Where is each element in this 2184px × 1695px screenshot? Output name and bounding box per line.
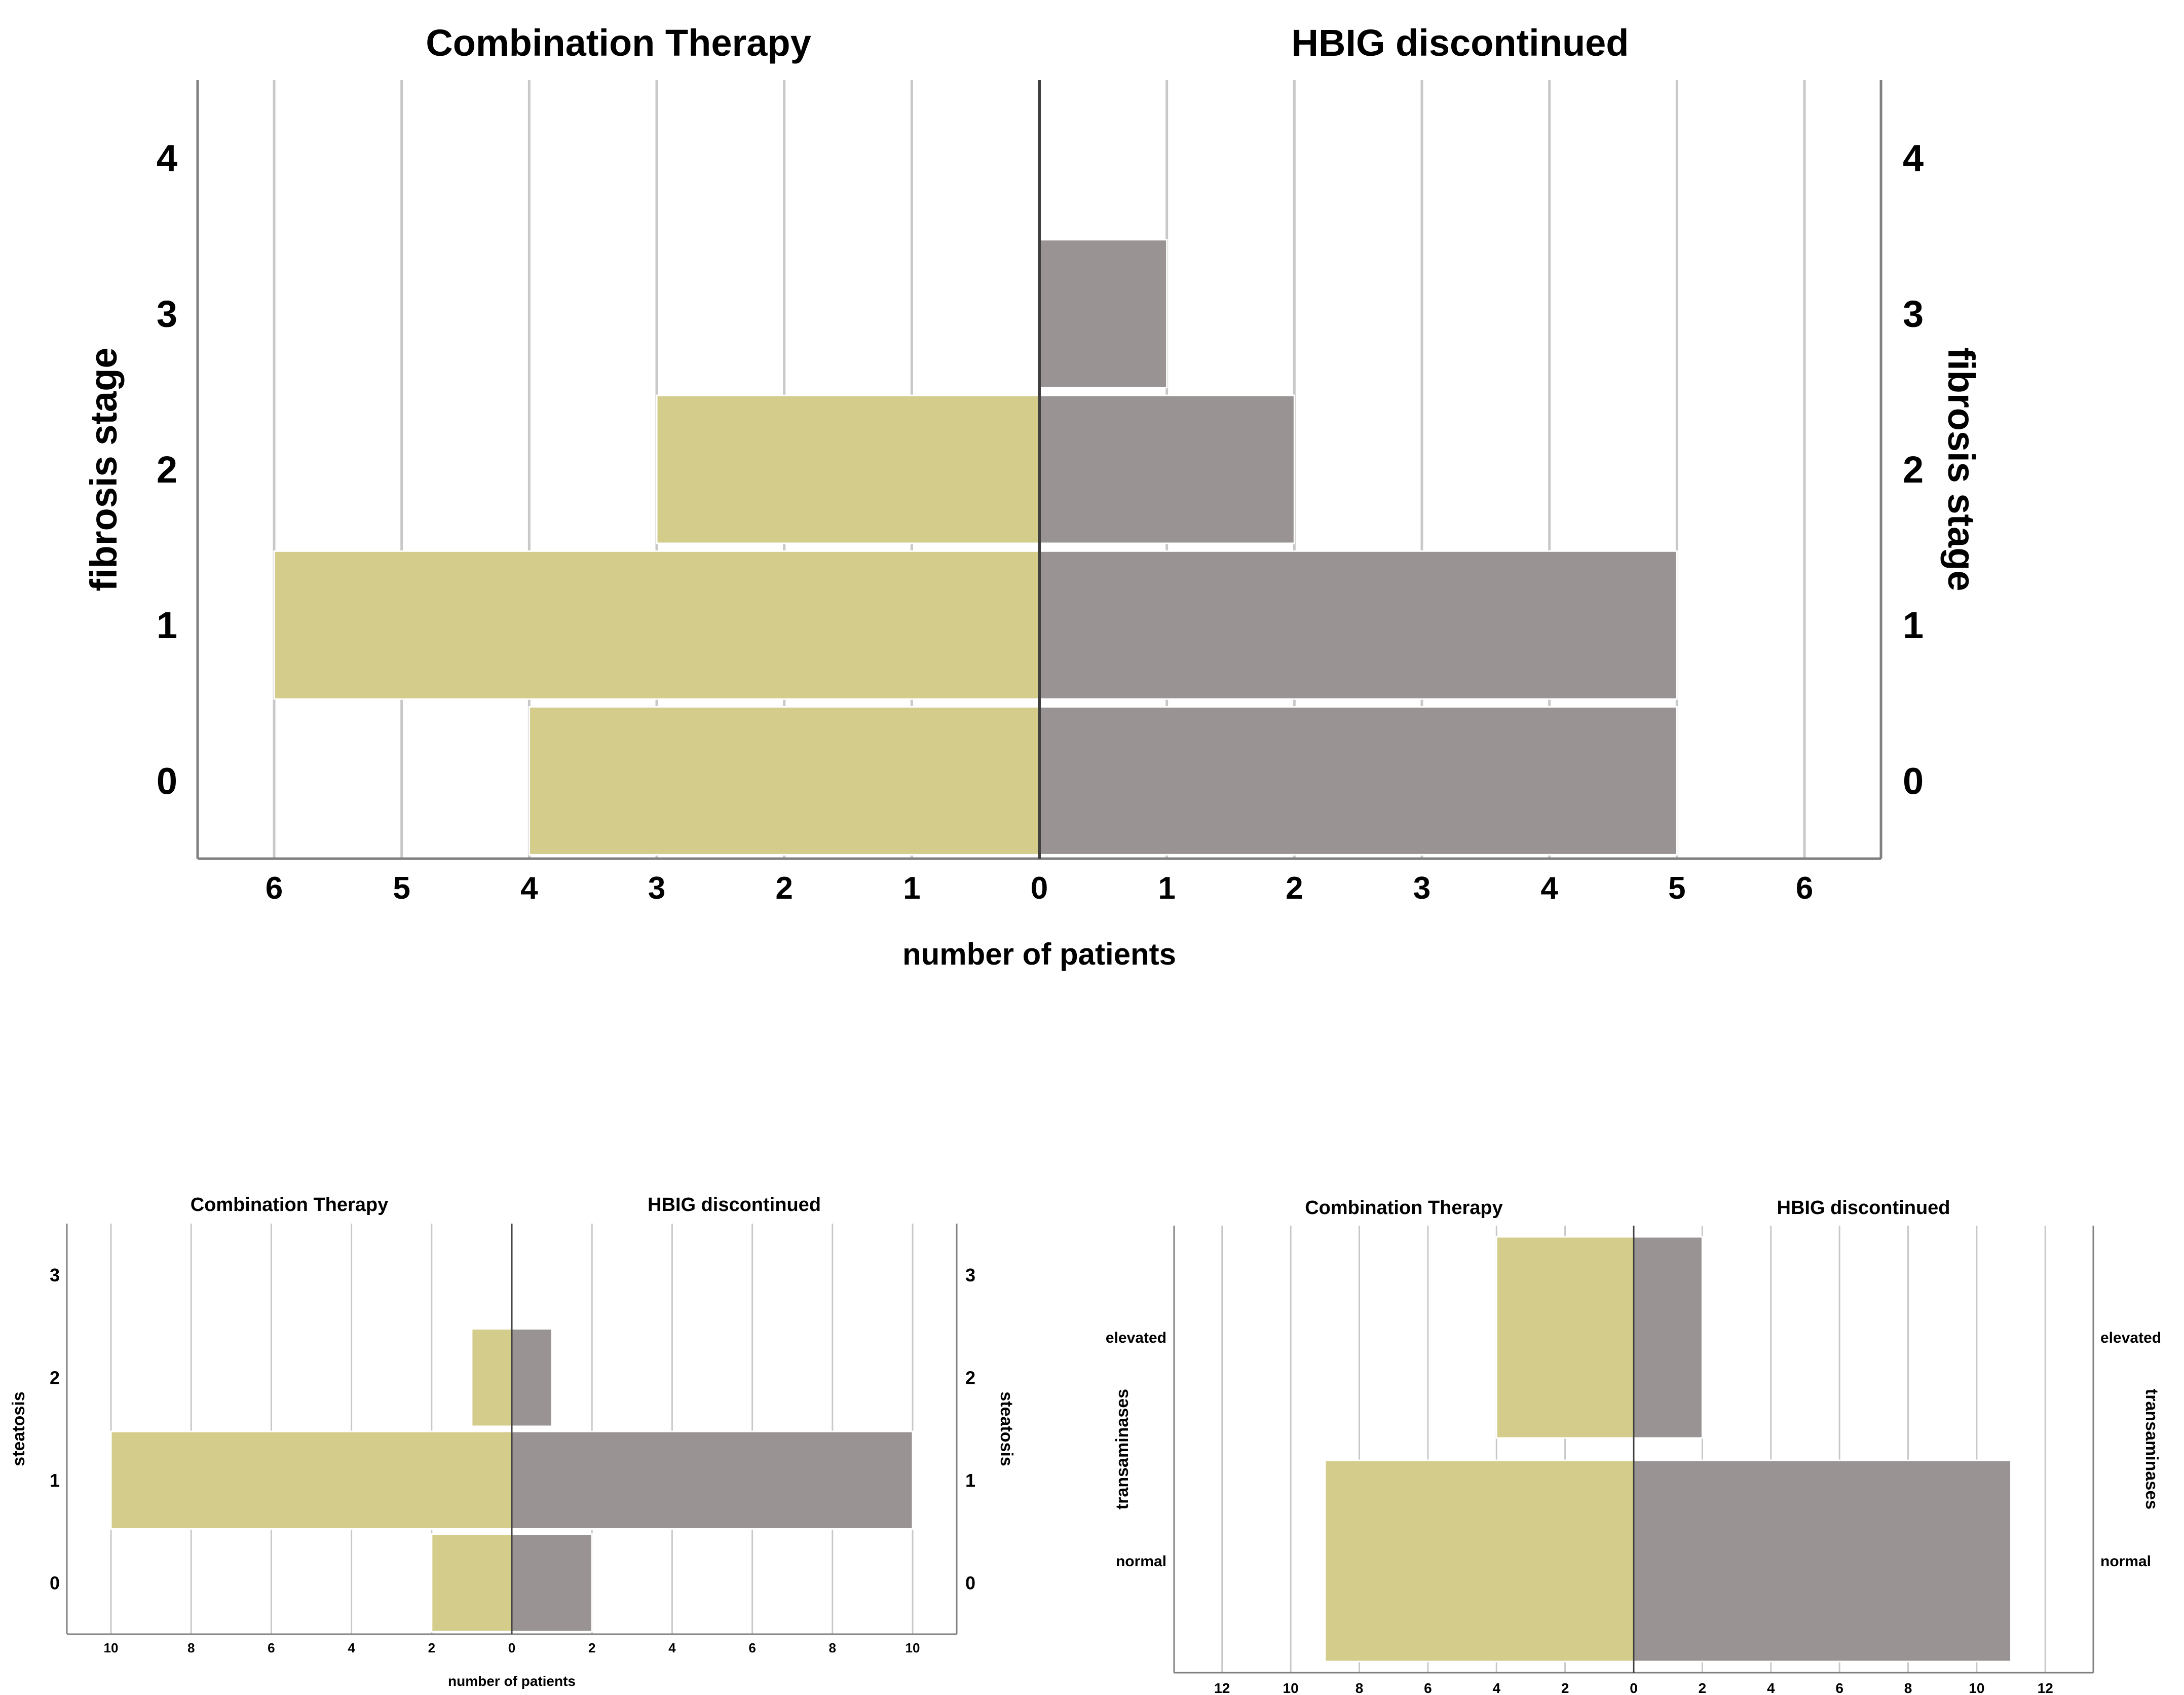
- chart3-x-tick-label: 12: [2038, 1680, 2053, 1695]
- chart2-category-label-right: 3: [965, 1265, 975, 1285]
- chart1-bar-left-1: [273, 550, 1040, 700]
- chart1-x-tick-label: 4: [520, 871, 538, 906]
- chart1-bar-right-0: [1038, 706, 1678, 856]
- chart2-x-tick-label: 4: [348, 1640, 355, 1655]
- chart2-category-label-right: 1: [965, 1470, 975, 1491]
- chart2-x-tick-label: 4: [668, 1640, 676, 1655]
- chart3-x-tick-label: 2: [1699, 1680, 1707, 1695]
- chart1-x-tick-label: 4: [1540, 871, 1558, 906]
- chart3-x-tick-label: 4: [1492, 1680, 1500, 1695]
- chart1-bar-right-1: [1038, 550, 1678, 700]
- chart3-x-tick-label: 12: [1214, 1680, 1230, 1695]
- chart3-left-panel-title: Combination Therapy: [1305, 1197, 1503, 1219]
- chart2-x-tick-label: 10: [104, 1640, 119, 1655]
- chart1-bar-right-2: [1038, 394, 1295, 544]
- chart1-x-axis-label: number of patients: [902, 937, 1176, 971]
- chart3-x-tick-label: 6: [1424, 1680, 1432, 1695]
- chart1-x-tick-label: 1: [1158, 871, 1175, 906]
- chart2-right-panel-title: HBIG discontinued: [648, 1194, 821, 1215]
- chart1-x-tick-label: 6: [266, 871, 283, 906]
- chart1-category-label-right: 0: [1903, 760, 1924, 802]
- chart3-x-tick-label: 8: [1355, 1680, 1364, 1695]
- chart1-x-tick-label: 2: [775, 871, 793, 906]
- chart2-category-label-left: 1: [50, 1470, 60, 1491]
- chart1-y-axis-label-left: fibrosis stage: [83, 347, 125, 591]
- chart2-x-tick-label: 2: [588, 1640, 595, 1655]
- chart1-category-label-left: 1: [157, 604, 177, 646]
- chart1-category-label-left: 0: [157, 760, 177, 802]
- chart2-left-panel-title: Combination Therapy: [191, 1194, 389, 1215]
- chart1-bar-right-3: [1038, 239, 1168, 389]
- chart2-bar-left-1: [110, 1430, 513, 1530]
- chart1-category-label-left: 2: [157, 449, 177, 491]
- chart1-category-label-right: 1: [1903, 604, 1924, 646]
- chart3-x-tick-label: 10: [1969, 1680, 1984, 1695]
- chart2-category-label-left: 3: [50, 1265, 60, 1285]
- chart3-bar-right-elevated: [1633, 1236, 1703, 1439]
- chart1-x-tick-label: 3: [1413, 871, 1430, 906]
- chart2-category-label-left: 0: [50, 1572, 60, 1593]
- chart1-category-label-left: 4: [157, 137, 177, 179]
- chart2-x-axis-label: number of patients: [448, 1673, 576, 1689]
- chart3-category-label-right: elevated: [2100, 1330, 2161, 1346]
- chart2-bar-right-2: [511, 1328, 553, 1427]
- chart1-x-tick-label: 0: [1031, 871, 1048, 906]
- chart2-bar-right-1: [511, 1430, 914, 1530]
- chart1-bar-left-2: [656, 394, 1040, 544]
- chart3-bar-right-normal: [1633, 1459, 2012, 1663]
- chart2-y-axis-label-right: steatosis: [997, 1391, 1016, 1466]
- chart3-y-axis-label-right: transaminases: [2142, 1389, 2161, 1509]
- chart2-x-tick-label: 8: [829, 1640, 836, 1655]
- chart1-category-label-right: 4: [1903, 137, 1924, 179]
- chart1-category-label-right: 2: [1903, 449, 1924, 491]
- chart1-x-tick-label: 5: [393, 871, 410, 906]
- chart2-x-tick-label: 10: [906, 1640, 920, 1655]
- chart1-x-tick-label: 1: [903, 871, 920, 906]
- chart3-x-tick-label: 2: [1561, 1680, 1569, 1695]
- chart1-y-axis-label-right: fibrosis stage: [1940, 347, 1982, 591]
- chart3-x-tick-label: 0: [1630, 1680, 1638, 1695]
- chart3-y-axis-label-left: transaminases: [1113, 1389, 1132, 1509]
- chart1-x-tick-label: 2: [1286, 871, 1303, 906]
- chart1-x-tick-label: 6: [1796, 871, 1813, 906]
- chart2-bar-left-2: [471, 1328, 513, 1427]
- chart2-x-tick-label: 6: [748, 1640, 756, 1655]
- chart2-x-tick-label: 0: [508, 1640, 515, 1655]
- chart1-right-panel-title: HBIG discontinued: [1292, 22, 1629, 64]
- chart3-x-tick-label: 4: [1767, 1680, 1775, 1695]
- chart3-category-label-right: normal: [2100, 1553, 2151, 1570]
- chart2-x-tick-label: 6: [268, 1640, 275, 1655]
- chart3-right-panel-title: HBIG discontinued: [1777, 1197, 1950, 1219]
- chart3-category-label-left: elevated: [1106, 1330, 1166, 1346]
- chart2-bar-right-0: [511, 1533, 593, 1633]
- chart3-bar-left-elevated: [1495, 1236, 1635, 1439]
- chart2-category-label-right: 0: [965, 1572, 975, 1593]
- chart1-category-label-right: 3: [1903, 293, 1924, 335]
- chart1-category-label-left: 3: [157, 293, 177, 335]
- chart1-bar-left-0: [528, 706, 1040, 856]
- chart1-x-tick-label: 5: [1668, 871, 1685, 906]
- chart3-x-tick-label: 6: [1835, 1680, 1843, 1695]
- chart2-category-label-left: 2: [50, 1367, 60, 1388]
- chart3-category-label-left: normal: [1116, 1553, 1166, 1570]
- chart2-y-axis-label-left: steatosis: [9, 1391, 28, 1466]
- chart3-x-tick-label: 10: [1283, 1680, 1299, 1695]
- chart1-left-panel-title: Combination Therapy: [426, 22, 811, 64]
- chart2-category-label-right: 2: [965, 1367, 975, 1388]
- chart2-x-tick-label: 8: [187, 1640, 195, 1655]
- chart3-x-tick-label: 8: [1904, 1680, 1912, 1695]
- chart3-bar-left-normal: [1324, 1459, 1635, 1663]
- chart2-bar-left-0: [431, 1533, 513, 1633]
- chart2-x-tick-label: 2: [428, 1640, 435, 1655]
- chart1-x-tick-label: 3: [648, 871, 665, 906]
